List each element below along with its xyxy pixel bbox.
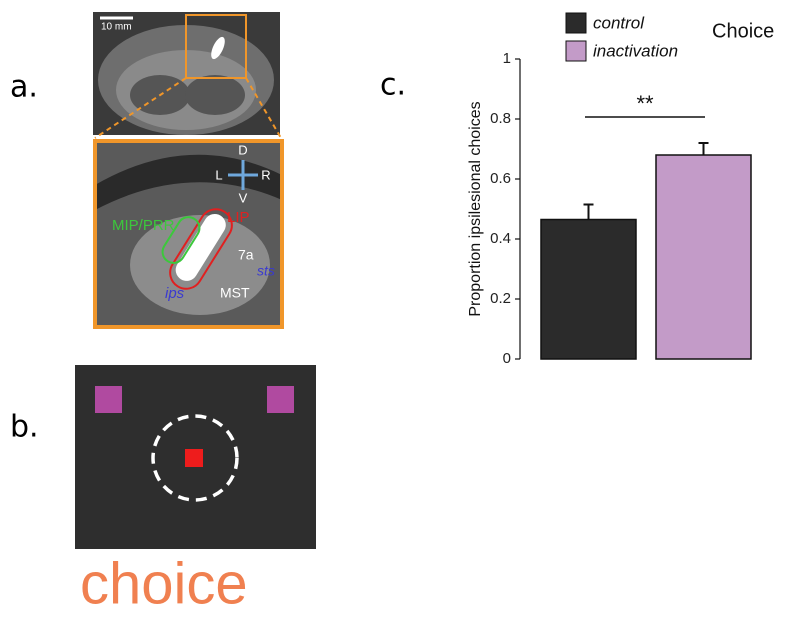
direction-label: L	[215, 167, 222, 182]
direction-label: D	[238, 142, 247, 157]
bar-chart: 0 0.2 0.4 0.6 0.8 1 control inactivation **	[490, 12, 752, 367]
panel-label: a.	[10, 70, 38, 105]
legend-swatch	[565, 12, 587, 34]
region-label: sts	[257, 263, 275, 279]
y-tick-label: 0.2	[490, 290, 511, 307]
legend-label: inactivation	[593, 41, 678, 60]
y-tick-label: 0.6	[490, 170, 511, 187]
panel-label: c.	[380, 68, 406, 103]
region-label: ips	[165, 285, 185, 302]
legend-label: control	[593, 13, 645, 32]
scale-bar-label: 10 mm	[101, 22, 132, 33]
bar	[655, 154, 752, 360]
mri-zoom: D L R V MIP/PRR LIP 7a sts ips MST	[93, 139, 284, 329]
region-label: LIP	[227, 209, 250, 226]
legend-swatch	[565, 40, 587, 62]
mri-top: 10 mm	[93, 12, 282, 139]
y-axis-label: Proportion ipsilesional choices	[467, 101, 484, 316]
y-tick-label: 0.8	[490, 110, 511, 127]
chart-title: Choice	[712, 20, 774, 42]
region-label: 7a	[238, 247, 254, 263]
direction-label: V	[239, 190, 248, 205]
region-label: MIP/PRR	[112, 217, 175, 234]
y-tick-label: 0.4	[490, 230, 511, 247]
direction-label: R	[261, 167, 270, 182]
task-caption: choice	[80, 551, 248, 616]
panel-label: b.	[10, 410, 39, 445]
task-screen	[75, 365, 316, 549]
significance-label: **	[636, 91, 654, 116]
y-tick-label: 0	[503, 350, 511, 367]
bar	[540, 218, 637, 360]
region-label: MST	[220, 285, 250, 301]
y-tick-label: 1	[503, 50, 511, 67]
